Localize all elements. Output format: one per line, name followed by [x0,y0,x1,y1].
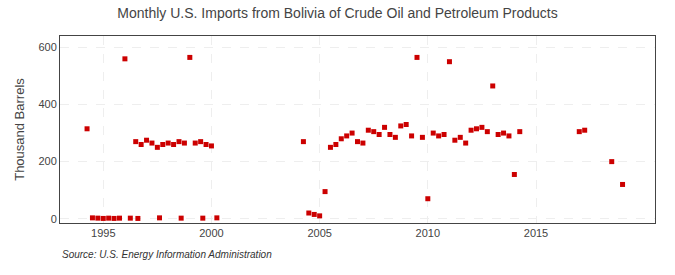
svg-text:2000: 2000 [199,227,223,239]
svg-text:Source: U.S. Energy Informatio: Source: U.S. Energy Information Administ… [62,249,272,260]
svg-text:200: 200 [38,155,56,167]
svg-text:1995: 1995 [91,227,115,239]
svg-text:400: 400 [38,98,56,110]
svg-text:2015: 2015 [524,227,548,239]
svg-text:2010: 2010 [416,227,440,239]
svg-text:2005: 2005 [307,227,331,239]
svg-text:0: 0 [51,213,57,225]
svg-text:Thousand Barrels: Thousand Barrels [12,78,27,181]
svg-text:600: 600 [38,41,56,53]
svg-text:Monthly U.S. Imports from Boli: Monthly U.S. Imports from Bolivia of Cru… [117,5,557,21]
